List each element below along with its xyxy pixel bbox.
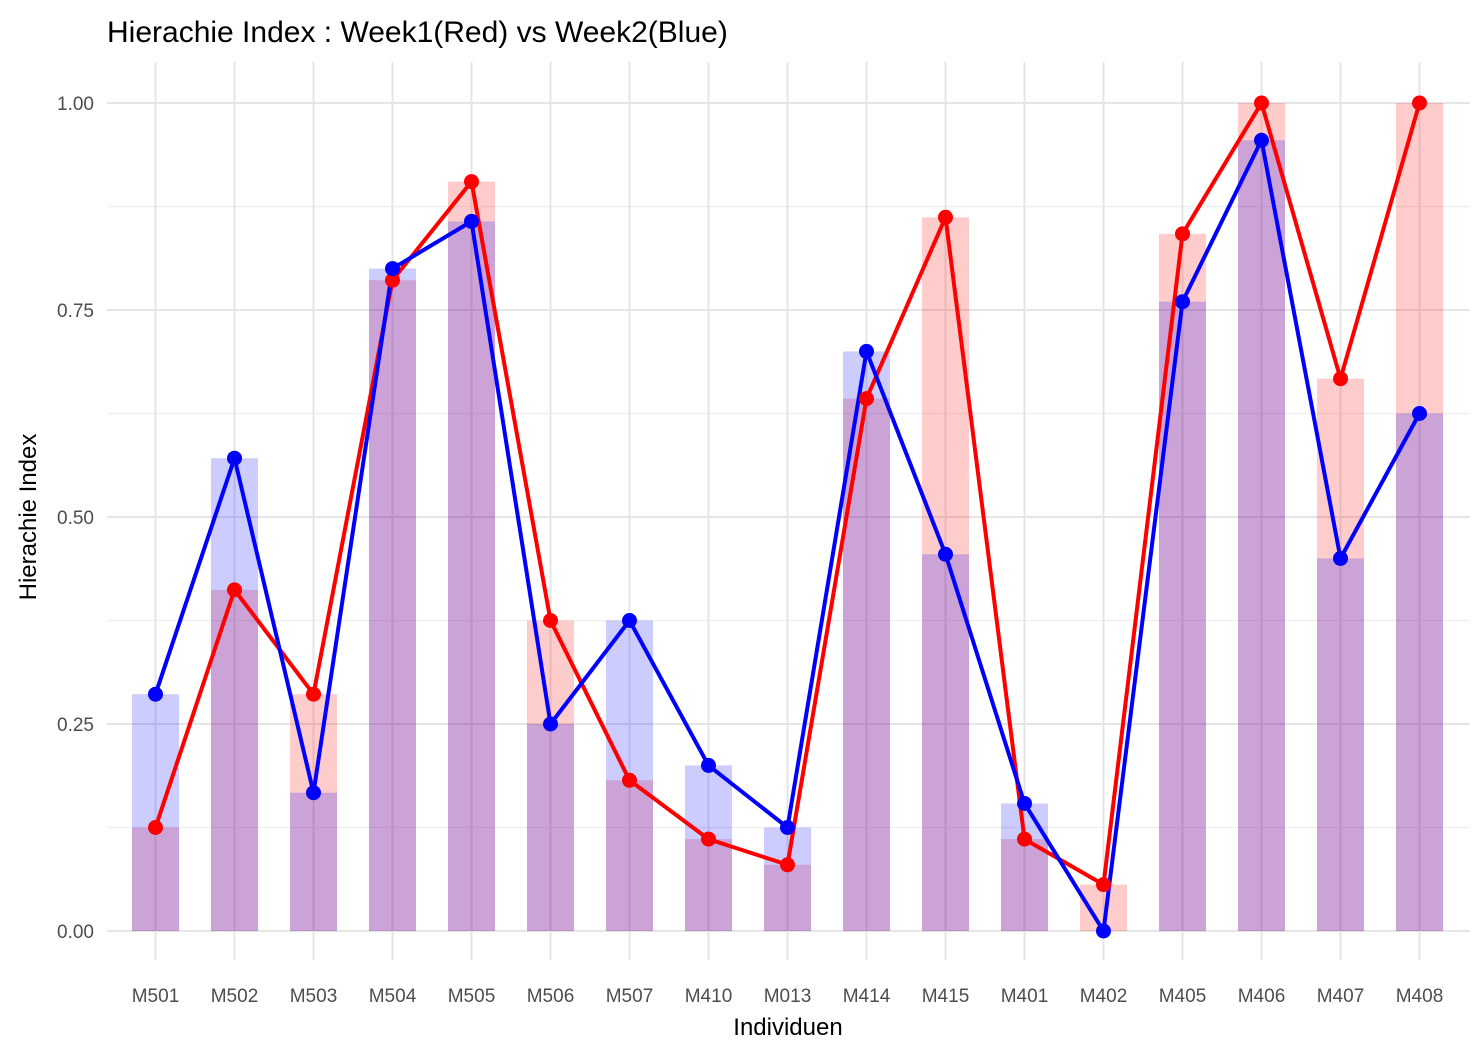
- point-series1-m013: [780, 857, 795, 873]
- bar-series1-m408: [1396, 103, 1443, 931]
- chart-title: Hierachie Index : Week1(Red) vs Week2(Bl…: [107, 16, 728, 49]
- x-tick-label: M504: [369, 986, 417, 1007]
- point-series2-m410: [701, 757, 716, 773]
- x-tick-label: M408: [1396, 986, 1444, 1007]
- x-tick-label: M406: [1238, 986, 1286, 1007]
- point-series2-m506: [543, 716, 558, 732]
- x-tick-labels: M501 M502 M503 M504 M505 M506 M507 M410 M013 M414…: [132, 986, 1444, 1007]
- x-tick-label: M507: [606, 986, 654, 1007]
- bar-series2-m501: [132, 694, 179, 931]
- point-series2-m402: [1096, 923, 1111, 939]
- bar-series2-m408: [1396, 413, 1443, 931]
- y-tick-label: 0.25: [57, 715, 94, 736]
- bar-series2-m405: [1159, 301, 1206, 932]
- point-series2-m013: [780, 820, 795, 835]
- point-series1-m503: [306, 686, 321, 702]
- x-tick-label: M407: [1317, 986, 1365, 1007]
- series-points: [148, 95, 1427, 939]
- point-series1-m415: [938, 209, 953, 225]
- point-series1-m407: [1333, 371, 1348, 387]
- point-series2-m501: [148, 686, 163, 702]
- bar-series2-m410: [685, 765, 732, 931]
- bar-series2-m506: [527, 724, 574, 931]
- point-series1-m507: [622, 772, 637, 788]
- x-tick-label: M402: [1080, 986, 1128, 1007]
- bar-series2-m503: [290, 792, 337, 931]
- point-series1-m504: [385, 272, 400, 288]
- bar-series2-m415: [922, 554, 969, 931]
- bar-series2-m407: [1317, 558, 1364, 931]
- point-series2-m414: [859, 343, 874, 359]
- x-tick-label: M410: [685, 986, 733, 1007]
- x-tick-label: M405: [1159, 986, 1207, 1007]
- point-series2-m401: [1017, 795, 1032, 811]
- point-series2-m504: [385, 261, 400, 277]
- y-tick-label: 0.50: [57, 508, 94, 529]
- x-tick-label: M506: [527, 986, 575, 1007]
- bar-series2-m502: [211, 458, 258, 931]
- bar-series1-m401: [1001, 839, 1048, 931]
- point-series2-m407: [1333, 550, 1348, 566]
- y-tick-labels: 0.00 0.25 0.50 0.75 1.00: [57, 94, 94, 943]
- x-tick-label: M401: [1001, 986, 1049, 1007]
- point-series1-m402: [1096, 877, 1111, 893]
- point-series2-m507: [622, 613, 637, 628]
- x-tick-label: M505: [448, 986, 496, 1007]
- bar-series1-m410: [685, 839, 732, 931]
- x-tick-label: M414: [843, 986, 891, 1007]
- x-tick-label: M415: [922, 986, 970, 1007]
- bar-series1-m502: [211, 589, 258, 931]
- bar-series1-m406: [1238, 103, 1285, 931]
- bar-series1-m507: [606, 780, 653, 931]
- bar-series2-m013: [764, 827, 811, 931]
- bar-series1-m504: [369, 280, 416, 931]
- point-series1-m414: [859, 391, 874, 407]
- point-series2-m415: [938, 546, 953, 562]
- point-series2-m502: [227, 450, 242, 466]
- bar-series1-m013: [764, 864, 811, 931]
- x-axis-title: Individuen: [733, 1014, 842, 1041]
- bar-series1-m506: [527, 620, 574, 931]
- point-series2-m408: [1412, 406, 1427, 421]
- y-tick-label: 1.00: [57, 94, 94, 115]
- point-series2-m405: [1175, 294, 1190, 310]
- x-tick-label: M502: [211, 986, 259, 1007]
- y-tick-label: 0.00: [57, 922, 94, 943]
- y-tick-label: 0.75: [57, 301, 94, 322]
- bars: [132, 103, 1443, 932]
- point-series1-m502: [227, 582, 242, 598]
- point-series2-m406: [1254, 132, 1269, 148]
- x-tick-label: M013: [764, 986, 812, 1007]
- point-series1-m406: [1254, 95, 1269, 111]
- point-series2-m505: [464, 213, 479, 229]
- point-series1-m401: [1017, 831, 1032, 847]
- point-series1-m405: [1175, 226, 1190, 242]
- point-series2-m503: [306, 785, 321, 801]
- bar-series2-m505: [448, 221, 495, 932]
- x-tick-label: M503: [290, 986, 338, 1007]
- bar-series1-m501: [132, 827, 179, 931]
- point-series1-m410: [701, 831, 716, 847]
- y-axis-title: Hierachie Index: [15, 434, 42, 601]
- grid: [107, 62, 1470, 960]
- bar-series1-m505: [448, 181, 495, 931]
- point-series1-m506: [543, 613, 558, 628]
- bar-series2-m401: [1001, 803, 1048, 931]
- bar-series2-m406: [1238, 140, 1285, 931]
- point-series1-m408: [1412, 95, 1427, 111]
- x-tick-label: M501: [132, 986, 180, 1007]
- point-series1-m501: [148, 820, 163, 835]
- point-series1-m505: [464, 174, 479, 190]
